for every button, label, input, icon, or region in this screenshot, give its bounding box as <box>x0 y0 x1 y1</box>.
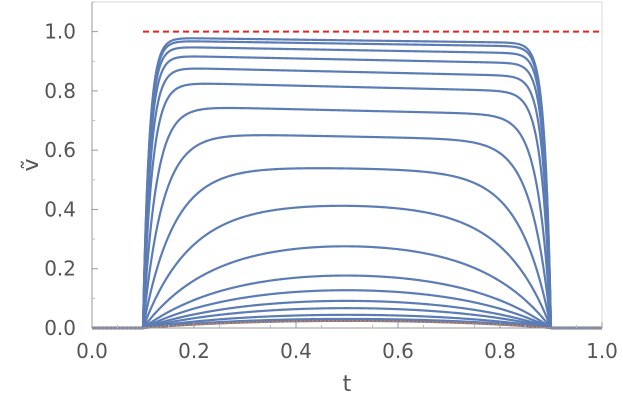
y-tick-label: 0.6 <box>44 138 76 162</box>
y-tick-label: 0.0 <box>44 316 76 340</box>
y-ticks: 0.0 0.2 0.4 0.6 0.8 1.0 <box>44 1 98 340</box>
series-line-15 <box>92 55 602 330</box>
x-tick-label: 0.2 <box>178 339 210 363</box>
series-line-8 <box>92 245 602 330</box>
series-line-5 <box>92 299 602 330</box>
series-line-18 <box>92 37 602 330</box>
series-line-4 <box>92 307 602 330</box>
series-line-6 <box>92 289 602 330</box>
y-tick-label: 0.2 <box>44 257 76 281</box>
series-line-13 <box>92 82 602 330</box>
x-ticks: 0.0 0.2 0.4 0.6 0.8 1.0 <box>76 322 618 363</box>
x-tick-label: 1.0 <box>586 339 618 363</box>
x-tick-label: 0.8 <box>484 339 516 363</box>
lower-bound-line <box>92 320 602 329</box>
series-layer <box>92 37 602 330</box>
series-line-11 <box>92 134 602 330</box>
x-tick-label: 0.4 <box>280 339 312 363</box>
series-line-10 <box>92 167 602 330</box>
series-line-17 <box>92 40 602 330</box>
y-tick-label: 0.8 <box>44 79 76 103</box>
y-tick-label: 0.4 <box>44 197 76 221</box>
y-tick-label: 1.0 <box>44 20 76 44</box>
x-tick-label: 0.0 <box>76 339 108 363</box>
x-axis-title: t <box>343 372 352 397</box>
series-line-12 <box>92 106 602 330</box>
x-tick-label: 0.6 <box>382 339 414 363</box>
y-axis-title: ṽ <box>19 158 44 171</box>
series-line-14 <box>92 67 602 330</box>
series-line-9 <box>92 204 602 330</box>
series-line-7 <box>92 274 602 330</box>
series-line-16 <box>92 46 602 330</box>
series-line-3 <box>92 313 602 330</box>
